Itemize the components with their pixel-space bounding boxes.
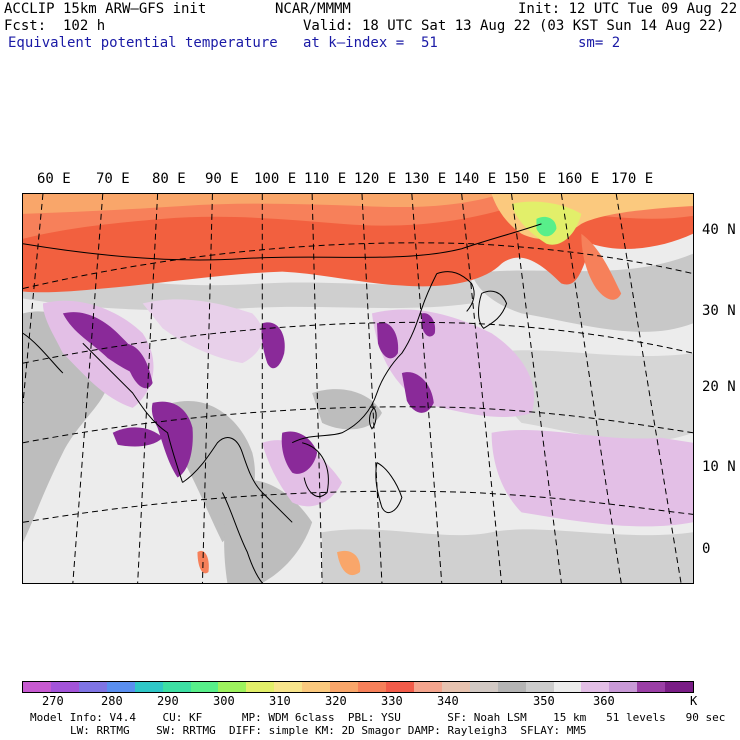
- level-label: at k–index = 51: [303, 35, 438, 51]
- colorbar-segment: [665, 682, 694, 692]
- colorbar-tick: 340: [437, 694, 459, 708]
- model-title: ACCLIP 15km ARW–GFS init: [4, 1, 207, 17]
- colorbar: [22, 681, 694, 693]
- forecast-hour: Fcst: 102 h: [4, 18, 106, 34]
- lat-label: 10 N: [702, 459, 736, 475]
- colorbar-segment: [385, 682, 414, 692]
- graticule: [23, 194, 693, 583]
- colorbar-segment: [106, 682, 135, 692]
- colorbar-tick: 290: [157, 694, 179, 708]
- init-time: Init: 12 UTC Tue 09 Aug 22: [518, 1, 738, 17]
- lon-label: 160 E: [557, 171, 600, 187]
- colorbar-segment: [190, 682, 219, 692]
- lon-label: 100 E: [254, 171, 297, 187]
- smoothing-label: sm= 2: [578, 35, 621, 51]
- colorbar-segment: [469, 682, 498, 692]
- colorbar-segment: [637, 682, 666, 692]
- lon-label: 80 E: [152, 171, 186, 187]
- colorbar-unit: K: [690, 694, 698, 708]
- field-name: Equivalent potential temperature: [8, 35, 278, 51]
- theta-e-map: [22, 193, 694, 584]
- model-info-line1: Model Info: V4.4 CU: KF MP: WDM 6class P…: [30, 711, 726, 724]
- colorbar-tick: 330: [381, 694, 403, 708]
- colorbar-segment: [413, 682, 442, 692]
- model-info-line2: LW: RRTMG SW: RRTMG DIFF: simple KM: 2D …: [70, 724, 587, 737]
- lon-label: 110 E: [304, 171, 347, 187]
- colorbar-segment: [162, 682, 191, 692]
- colorbar-segment: [330, 682, 359, 692]
- colorbar-segment: [441, 682, 470, 692]
- lon-label: 130 E: [404, 171, 447, 187]
- warm-band: [23, 194, 693, 300]
- colorbar-segment: [50, 682, 79, 692]
- lat-label: 20 N: [702, 379, 736, 395]
- lon-label: 70 E: [96, 171, 130, 187]
- light-purple-regions: [42, 299, 693, 527]
- colorbar-tick: 350: [533, 694, 555, 708]
- colorbar-segment: [525, 682, 554, 692]
- colorbar-segment: [274, 682, 303, 692]
- colorbar-segment: [358, 682, 386, 692]
- lat-label: 30 N: [702, 303, 736, 319]
- lon-label: 150 E: [504, 171, 547, 187]
- colorbar-segment: [302, 682, 331, 692]
- colorbar-tick: 270: [42, 694, 64, 708]
- colorbar-segment: [609, 682, 638, 692]
- colorbar-segment: [134, 682, 163, 692]
- gray-regions: [23, 253, 693, 583]
- lon-label: 120 E: [354, 171, 397, 187]
- lon-label: 90 E: [205, 171, 239, 187]
- colorbar-tick: 280: [101, 694, 123, 708]
- colorbar-tick: 310: [269, 694, 291, 708]
- colorbar-segment: [23, 682, 51, 692]
- colorbar-tick: 300: [213, 694, 235, 708]
- lon-label: 60 E: [37, 171, 71, 187]
- colorbar-segment: [78, 682, 107, 692]
- valid-time: Valid: 18 UTC Sat 13 Aug 22 (03 KST Sun …: [303, 18, 725, 34]
- colorbar-tick: 360: [593, 694, 615, 708]
- lat-label: 40 N: [702, 222, 736, 238]
- colorbar-segment: [497, 682, 526, 692]
- colorbar-segment: [553, 682, 582, 692]
- lon-label: 140 E: [454, 171, 497, 187]
- coastlines: [23, 223, 542, 583]
- colorbar-segment: [218, 682, 247, 692]
- colorbar-segment: [246, 682, 275, 692]
- dark-purple-regions: [62, 312, 436, 478]
- lon-label: 170 E: [611, 171, 654, 187]
- lat-label: 0: [702, 541, 711, 557]
- org-label: NCAR/MMMM: [275, 1, 351, 17]
- colorbar-tick: 320: [325, 694, 347, 708]
- colorbar-segment: [581, 682, 610, 692]
